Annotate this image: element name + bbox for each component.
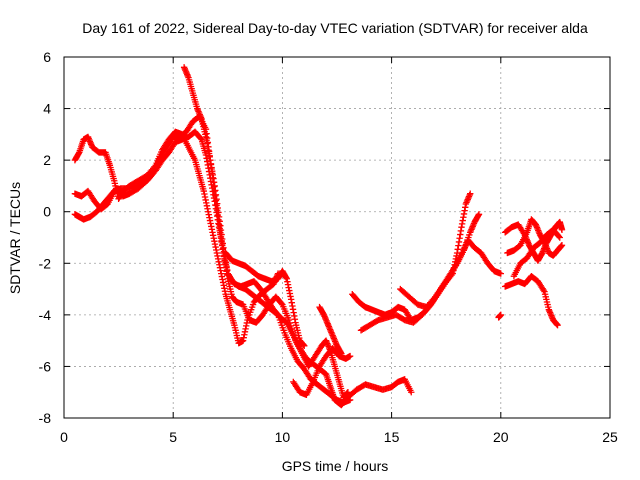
series-track-3 — [71, 113, 352, 401]
data-point — [344, 389, 352, 396]
data-point — [497, 311, 504, 319]
x-tick-label: 25 — [602, 429, 618, 445]
data-point — [408, 389, 415, 396]
data-point — [556, 234, 563, 241]
x-tick-label: 0 — [60, 429, 68, 445]
y-tick-label: 6 — [43, 49, 51, 65]
data-point — [475, 211, 483, 218]
data-point — [285, 316, 293, 324]
data-point — [554, 321, 561, 329]
axes: 0 5 10 15 20 25 -8 -6 -4 -2 0 2 4 6 — [39, 49, 618, 445]
data-point — [278, 300, 285, 307]
x-axis-label: GPS time / hours — [282, 458, 389, 474]
x-tick-label: 5 — [169, 429, 177, 445]
series-track-11 — [495, 311, 504, 321]
y-tick-label: -8 — [39, 410, 52, 426]
chart-title: Day 161 of 2022, Sidereal Day-to-day VTE… — [82, 20, 588, 36]
data-point — [540, 286, 547, 294]
data-point — [149, 170, 156, 178]
y-axis-label: SDTVAR / TECUs — [7, 182, 23, 294]
data-point — [289, 328, 296, 336]
series-track-4 — [180, 64, 354, 406]
data-point — [430, 295, 438, 302]
series-track-13 — [504, 216, 566, 259]
series-track-15 — [510, 226, 563, 280]
series-track-10 — [397, 190, 474, 311]
data-point — [287, 322, 295, 330]
data-point — [558, 242, 566, 249]
data-point — [346, 396, 354, 404]
data-point — [448, 271, 455, 279]
data-point — [273, 310, 281, 318]
series-track-6 — [290, 345, 354, 398]
series-track-7 — [316, 303, 345, 357]
data-point — [288, 325, 295, 333]
series-track-5 — [222, 249, 308, 349]
x-tick-label: 20 — [493, 429, 509, 445]
y-tick-label: 0 — [43, 204, 51, 220]
data-point — [197, 135, 204, 142]
y-tick-label: -2 — [39, 255, 52, 271]
data-point — [497, 270, 504, 277]
y-tick-label: 2 — [43, 152, 51, 168]
data-point — [290, 331, 297, 338]
x-tick-label: 10 — [275, 429, 291, 445]
x-tick-label: 15 — [384, 429, 400, 445]
data-point — [558, 226, 566, 233]
y-tick-label: -4 — [39, 307, 52, 323]
data-point — [555, 233, 563, 240]
data-point — [338, 350, 345, 357]
y-tick-label: -6 — [39, 358, 52, 374]
data-point — [301, 342, 308, 349]
series-track-14 — [501, 272, 561, 329]
data-points — [71, 64, 566, 409]
data-point — [346, 352, 354, 360]
data-point — [286, 319, 294, 327]
data-point — [467, 190, 474, 197]
y-tick-label: 4 — [43, 101, 51, 117]
plot-frame — [63, 56, 611, 419]
